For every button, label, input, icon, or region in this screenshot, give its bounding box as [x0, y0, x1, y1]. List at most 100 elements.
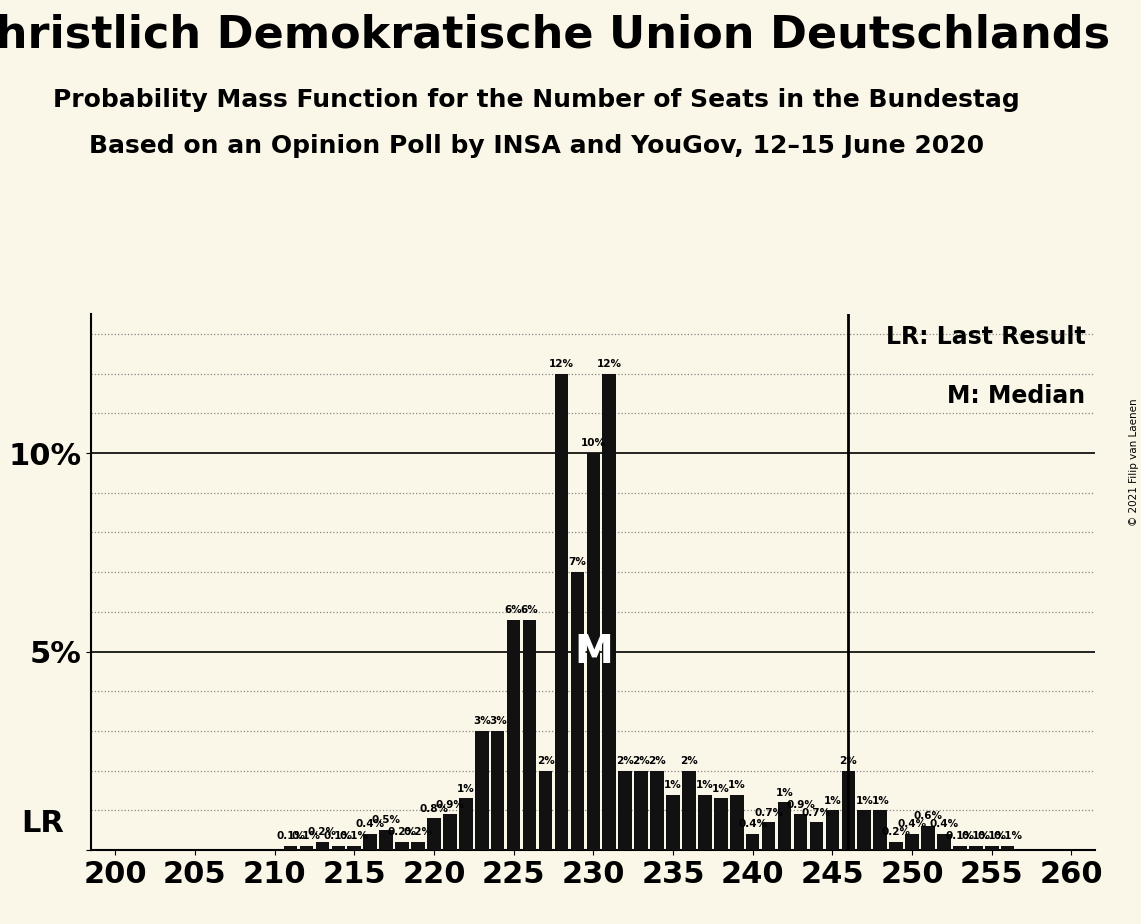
Text: 1%: 1%: [712, 784, 730, 794]
Bar: [746, 834, 760, 850]
Text: M: M: [574, 633, 613, 671]
Bar: [858, 810, 871, 850]
Text: 2%: 2%: [680, 756, 698, 766]
Bar: [937, 834, 950, 850]
Bar: [618, 771, 632, 850]
Bar: [969, 846, 982, 850]
Bar: [889, 842, 903, 850]
Text: 3%: 3%: [472, 716, 491, 726]
Text: 0.1%: 0.1%: [324, 832, 353, 842]
Bar: [555, 373, 568, 850]
Text: 12%: 12%: [549, 359, 574, 369]
Bar: [332, 846, 345, 850]
Text: 2%: 2%: [536, 756, 555, 766]
Bar: [475, 731, 488, 850]
Text: 0.1%: 0.1%: [276, 832, 305, 842]
Bar: [427, 819, 440, 850]
Text: 0.1%: 0.1%: [340, 832, 369, 842]
Text: 0.2%: 0.2%: [388, 827, 416, 837]
Bar: [842, 771, 855, 850]
Bar: [634, 771, 648, 850]
Bar: [873, 810, 887, 850]
Bar: [714, 798, 728, 850]
Text: 2%: 2%: [648, 756, 666, 766]
Bar: [586, 453, 600, 850]
Bar: [395, 842, 408, 850]
Text: 1%: 1%: [456, 784, 475, 794]
Bar: [1001, 846, 1014, 850]
Bar: [953, 846, 966, 850]
Text: 7%: 7%: [568, 557, 586, 567]
Bar: [491, 731, 504, 850]
Bar: [570, 572, 584, 850]
Bar: [921, 826, 934, 850]
Bar: [985, 846, 998, 850]
Bar: [364, 834, 377, 850]
Text: 0.9%: 0.9%: [436, 799, 464, 809]
Text: 1%: 1%: [664, 780, 682, 790]
Text: 6%: 6%: [504, 605, 523, 615]
Text: 0.4%: 0.4%: [356, 820, 385, 830]
Bar: [379, 831, 393, 850]
Bar: [650, 771, 664, 850]
Bar: [523, 620, 536, 850]
Bar: [826, 810, 839, 850]
Text: 0.2%: 0.2%: [882, 827, 911, 837]
Text: 0.1%: 0.1%: [993, 832, 1022, 842]
Text: 1%: 1%: [696, 780, 714, 790]
Text: LR: Last Result: LR: Last Result: [885, 325, 1085, 349]
Bar: [539, 771, 552, 850]
Text: 0.4%: 0.4%: [898, 820, 926, 830]
Bar: [778, 802, 792, 850]
Text: M: Median: M: Median: [947, 383, 1085, 407]
Text: 0.9%: 0.9%: [786, 799, 815, 809]
Text: Christlich Demokratische Union Deutschlands: Christlich Demokratische Union Deutschla…: [0, 14, 1110, 57]
Text: 0.8%: 0.8%: [420, 804, 448, 813]
Bar: [348, 846, 361, 850]
Text: 0.6%: 0.6%: [914, 811, 942, 821]
Text: 6%: 6%: [520, 605, 539, 615]
Text: Based on an Opinion Poll by INSA and YouGov, 12–15 June 2020: Based on an Opinion Poll by INSA and You…: [89, 134, 984, 158]
Text: Probability Mass Function for the Number of Seats in the Bundestag: Probability Mass Function for the Number…: [52, 88, 1020, 112]
Text: 0.7%: 0.7%: [754, 808, 783, 818]
Bar: [794, 814, 808, 850]
Bar: [507, 620, 520, 850]
Bar: [300, 846, 314, 850]
Text: 2%: 2%: [632, 756, 650, 766]
Bar: [459, 798, 472, 850]
Bar: [682, 771, 696, 850]
Text: 1%: 1%: [856, 796, 873, 806]
Text: 0.4%: 0.4%: [930, 820, 958, 830]
Text: 10%: 10%: [581, 438, 606, 448]
Bar: [411, 842, 424, 850]
Bar: [810, 822, 823, 850]
Text: 0.1%: 0.1%: [292, 832, 321, 842]
Bar: [698, 795, 712, 850]
Text: 2%: 2%: [616, 756, 634, 766]
Text: 0.1%: 0.1%: [962, 832, 990, 842]
Text: 1%: 1%: [872, 796, 889, 806]
Text: 0.1%: 0.1%: [977, 832, 1006, 842]
Text: 1%: 1%: [776, 787, 793, 797]
Bar: [602, 373, 616, 850]
Bar: [762, 822, 776, 850]
Text: 1%: 1%: [728, 780, 745, 790]
Bar: [443, 814, 456, 850]
Text: 3%: 3%: [488, 716, 507, 726]
Text: 12%: 12%: [597, 359, 622, 369]
Bar: [905, 834, 919, 850]
Bar: [316, 842, 329, 850]
Text: 0.4%: 0.4%: [738, 820, 767, 830]
Bar: [730, 795, 744, 850]
Bar: [284, 846, 298, 850]
Text: LR: LR: [21, 808, 64, 838]
Bar: [666, 795, 680, 850]
Text: 0.1%: 0.1%: [946, 832, 974, 842]
Text: © 2021 Filip van Laenen: © 2021 Filip van Laenen: [1128, 398, 1139, 526]
Text: 0.5%: 0.5%: [372, 816, 400, 825]
Text: 0.7%: 0.7%: [802, 808, 831, 818]
Text: 0.2%: 0.2%: [404, 827, 432, 837]
Text: 2%: 2%: [840, 756, 857, 766]
Text: 1%: 1%: [824, 796, 841, 806]
Text: 0.2%: 0.2%: [308, 827, 337, 837]
